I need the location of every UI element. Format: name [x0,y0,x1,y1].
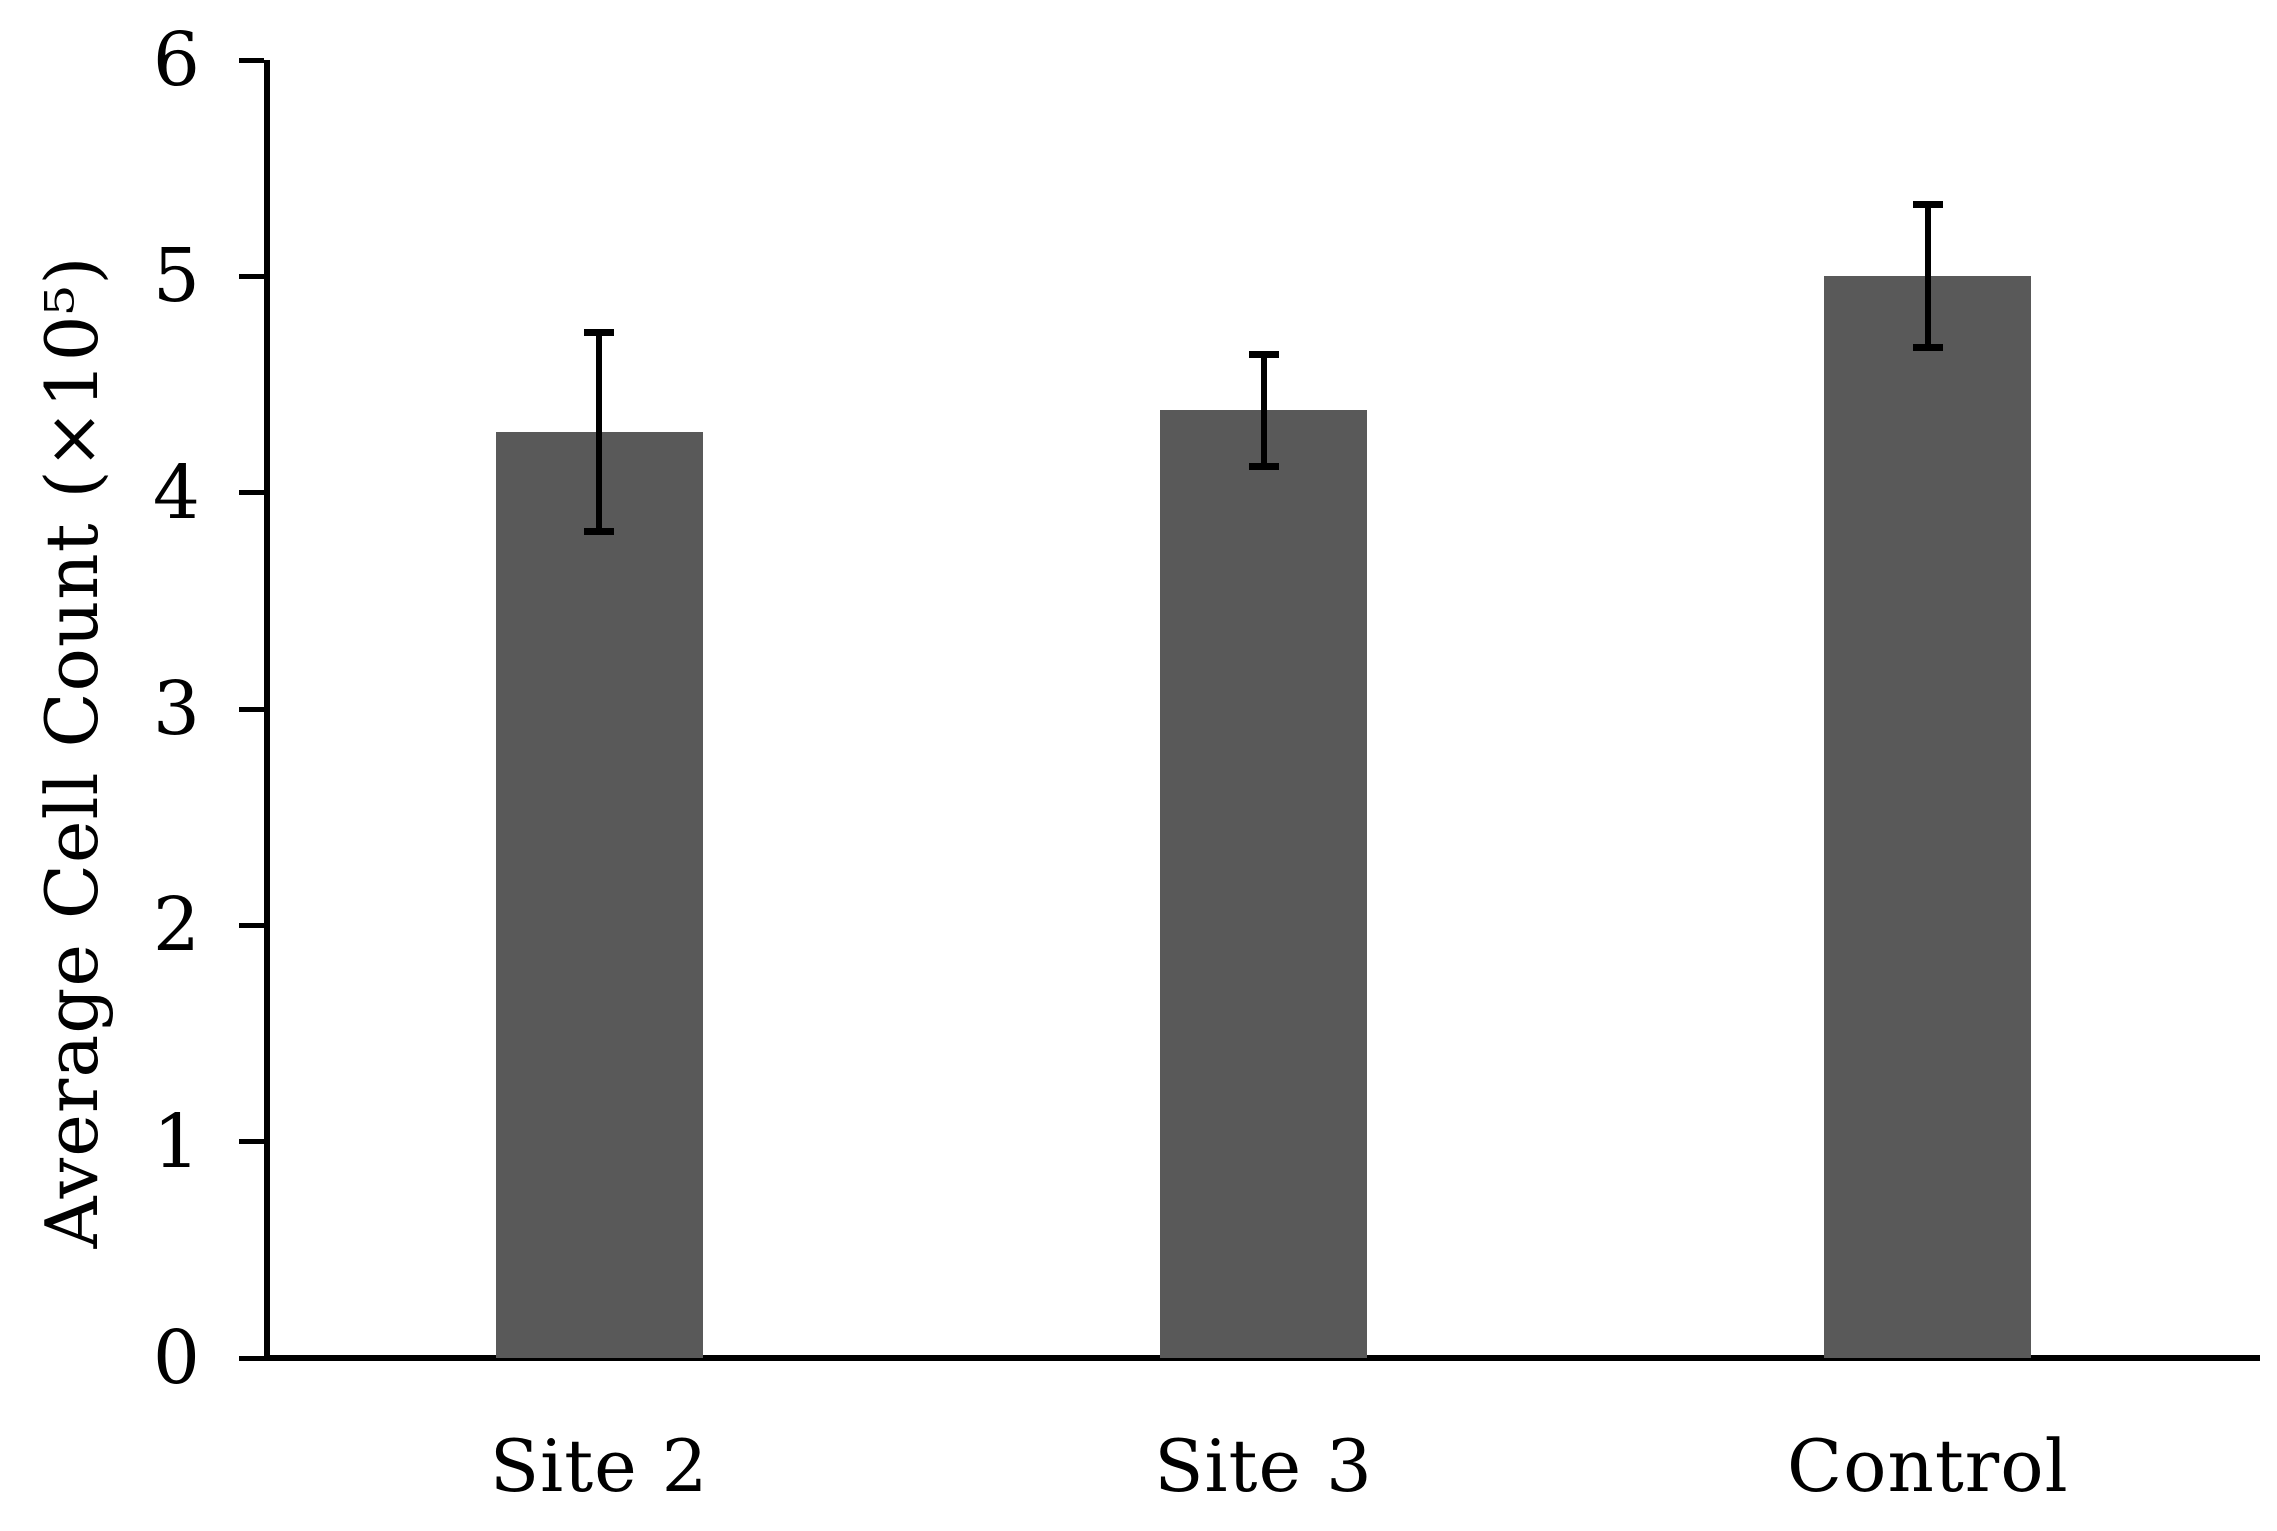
y-axis-tick [239,1139,264,1145]
x-category-label: Control [1787,1424,2069,1508]
error-bar-line [1260,354,1267,467]
bar-site-2 [495,432,703,1358]
error-bar-line [596,332,603,532]
y-tick-label: 5 [152,233,200,320]
error-bar-cap [584,329,615,337]
error-bar-line [1924,204,1931,348]
y-tick-label: 2 [152,882,200,969]
y-axis-tick [239,1355,264,1361]
error-bar-cap [1248,463,1279,471]
error-bar-cap [1912,344,1943,352]
error-bar-cap [584,528,615,536]
bar-control [1824,276,2032,1358]
bar-site-3 [1160,410,1367,1358]
y-tick-label: 3 [152,666,200,752]
y-axis-tick [239,273,264,279]
y-axis-tick [239,922,264,928]
y-tick-label: 0 [152,1315,200,1401]
y-axis-tick [239,57,264,63]
x-category-label: Site 3 [1154,1424,1373,1508]
y-tick-label: 1 [152,1098,200,1185]
error-bar-cap [1912,201,1943,209]
y-axis-line [264,60,270,1361]
error-bar-cap [1248,350,1279,358]
y-axis-tick [239,490,264,496]
y-tick-label: 4 [152,449,200,536]
x-category-label: Site 2 [489,1424,709,1508]
y-axis-tick [239,706,264,712]
x-axis-line [264,1355,2260,1361]
y-tick-label: 6 [152,17,200,103]
